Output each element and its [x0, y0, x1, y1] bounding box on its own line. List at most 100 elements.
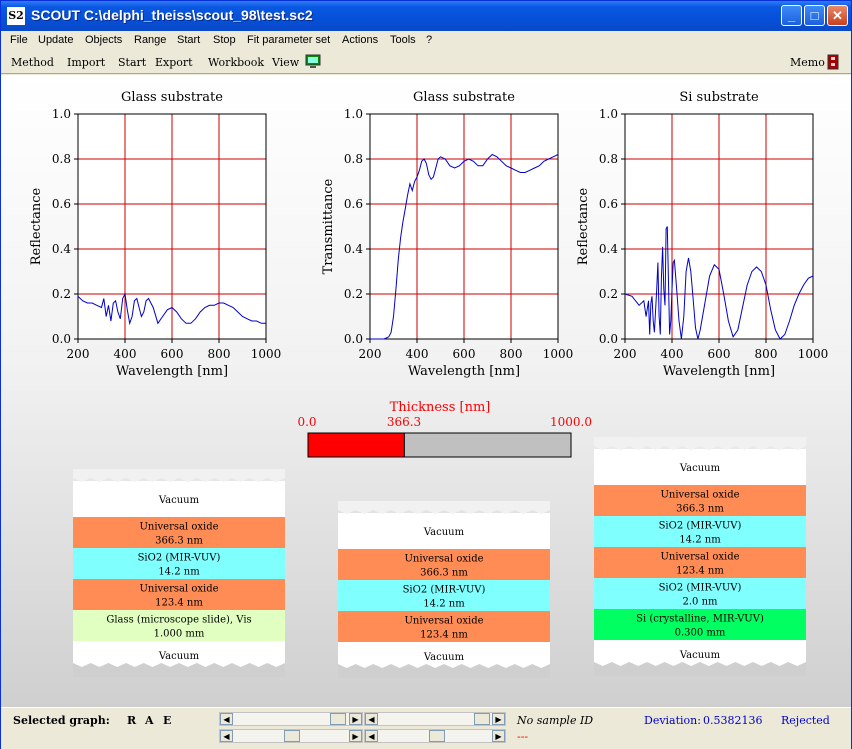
- scroll-left-arrow[interactable]: ◀: [220, 730, 233, 742]
- scroll-left-arrow[interactable]: ◀: [365, 713, 378, 725]
- layer-name: Si (crystalline, MIR-VUV): [636, 614, 764, 625]
- y-tick-label: 0.4: [344, 242, 363, 256]
- toolbar-start[interactable]: Start: [118, 56, 147, 69]
- toolbar-workbook[interactable]: Workbook: [208, 56, 265, 69]
- menu-help[interactable]: ?: [426, 34, 433, 46]
- layer-name: SiO2 (MIR-VUV): [403, 585, 486, 596]
- stack-top-edge: [73, 469, 285, 482]
- x-tick-label: 1000: [543, 347, 574, 361]
- toolbar-method[interactable]: Method: [11, 56, 54, 69]
- menu-objects[interactable]: Objects: [85, 34, 123, 46]
- y-tick-label: 0.4: [52, 242, 71, 256]
- slider-max: 1000.0: [550, 415, 592, 429]
- scroll-right-arrow[interactable]: ▶: [349, 713, 362, 725]
- x-tick-label: 200: [359, 347, 382, 361]
- layer-vacuum: [73, 481, 285, 517]
- toolbar-export[interactable]: Export: [155, 56, 193, 69]
- app-icon[interactable]: S2: [7, 7, 25, 25]
- title-bar[interactable]: S2 SCOUT C:\delphi_theiss\scout_98\test.…: [1, 1, 851, 31]
- layer-thickness: 366.3 nm: [676, 504, 724, 515]
- deviation-value: 0.5382136: [703, 714, 763, 727]
- graph-button-a[interactable]: A: [145, 714, 154, 727]
- scrollbar-2[interactable]: ◀ ▶: [364, 712, 506, 726]
- stack-bottom-edge: [73, 663, 285, 677]
- x-tick-label: 800: [500, 347, 523, 361]
- maximize-button[interactable]: □: [804, 5, 825, 26]
- graph-button-e[interactable]: E: [163, 714, 172, 727]
- scroll-thumb[interactable]: [474, 713, 490, 725]
- chart-title: Glass substrate: [413, 90, 515, 105]
- y-tick-label: 0.4: [599, 242, 618, 256]
- scroll-thumb[interactable]: [284, 730, 300, 742]
- toolbar-import[interactable]: Import: [67, 56, 106, 69]
- toolbar-memo[interactable]: Memo: [790, 56, 825, 69]
- memory-icon[interactable]: [827, 54, 839, 70]
- scroll-right-arrow[interactable]: ▶: [492, 713, 505, 725]
- selected-graph-label: Selected graph:: [13, 714, 110, 727]
- workspace-canvas: 200 400 600 800 1000 0.0 0.2 0.4 0.6 0.8 1.0 Glass …: [29, 90, 828, 678]
- y-tick-label: 0.6: [599, 197, 618, 211]
- y-tick-label: 0.0: [599, 332, 618, 346]
- x-tick-label: 400: [114, 347, 137, 361]
- y-axis-label: Transmittance: [321, 178, 336, 274]
- thickness-slider-fill[interactable]: [307, 432, 405, 458]
- scroll-right-arrow[interactable]: ▶: [492, 730, 505, 742]
- y-tick-label: 0.2: [344, 287, 363, 301]
- tool-bar: Method Import Start Export Workbook View…: [1, 50, 851, 74]
- scrollbar-3[interactable]: ◀ ▶: [219, 729, 363, 743]
- layer-name: Vacuum: [423, 527, 465, 538]
- scroll-thumb[interactable]: [429, 730, 445, 742]
- y-tick-label: 0.0: [52, 332, 71, 346]
- close-button[interactable]: ✕: [827, 5, 848, 26]
- toolbar-view[interactable]: View: [272, 56, 300, 69]
- layer-name: Vacuum: [679, 650, 721, 661]
- graph-button-r[interactable]: R: [127, 714, 137, 727]
- x-axis-label: Wavelength [nm]: [408, 364, 520, 379]
- menu-fit-parameter-set[interactable]: Fit parameter set: [247, 34, 331, 46]
- menu-update[interactable]: Update: [38, 34, 74, 46]
- layer-name: Vacuum: [679, 463, 721, 474]
- sample-sub: ---: [517, 730, 529, 743]
- layer-film: [73, 517, 285, 548]
- menu-stop[interactable]: Stop: [213, 34, 236, 46]
- menu-range[interactable]: Range: [134, 34, 167, 46]
- layer-name: SiO2 (MIR-VUV): [659, 521, 742, 532]
- y-tick-label: 0.2: [599, 287, 618, 301]
- scroll-right-arrow[interactable]: ▶: [349, 730, 362, 742]
- scroll-left-arrow[interactable]: ◀: [220, 713, 233, 725]
- layer-thickness: 2.0 nm: [682, 597, 718, 608]
- layer-thickness: 0.300 mm: [675, 628, 726, 639]
- menu-actions[interactable]: Actions: [342, 34, 379, 46]
- layer-thickness: 366.3 nm: [155, 536, 203, 547]
- layer-thickness: 123.4 nm: [155, 598, 203, 609]
- x-tick-label: 400: [406, 347, 429, 361]
- layer-thickness: 366.3 nm: [420, 568, 468, 579]
- x-tick-label: 200: [67, 347, 90, 361]
- layer-film: [73, 579, 285, 610]
- layer-film: [594, 609, 806, 640]
- x-tick-label: 800: [208, 347, 231, 361]
- layer-film: [594, 578, 806, 609]
- y-tick-label: 0.8: [52, 152, 71, 166]
- menu-tools[interactable]: Tools: [390, 34, 416, 46]
- scrollbar-1[interactable]: ◀ ▶: [219, 712, 363, 726]
- layer-name: Universal oxide: [660, 552, 739, 563]
- minimize-button[interactable]: _: [781, 5, 802, 26]
- scroll-thumb[interactable]: [330, 713, 346, 725]
- x-axis-label: Wavelength [nm]: [116, 364, 228, 379]
- menu-bar: File Update Objects Range Start Stop Fit…: [1, 31, 851, 50]
- scrollbar-4[interactable]: ◀ ▶: [364, 729, 506, 743]
- menu-file[interactable]: File: [10, 34, 28, 46]
- y-tick-label: 1.0: [52, 107, 71, 121]
- y-axis-label: Reflectance: [576, 187, 591, 265]
- y-tick-label: 0.8: [599, 152, 618, 166]
- monitor-icon[interactable]: [305, 54, 321, 70]
- stack-bottom-edge: [338, 664, 550, 678]
- scroll-left-arrow[interactable]: ◀: [365, 730, 378, 742]
- layer-thickness: 14.2 nm: [679, 535, 721, 546]
- layer-thickness: 1.000 mm: [154, 629, 205, 640]
- workspace: 200 400 600 800 1000 0.0 0.2 0.4 0.6 0.8 1.0 Glass …: [1, 75, 851, 707]
- series-line: [370, 153, 559, 340]
- menu-start[interactable]: Start: [177, 34, 201, 46]
